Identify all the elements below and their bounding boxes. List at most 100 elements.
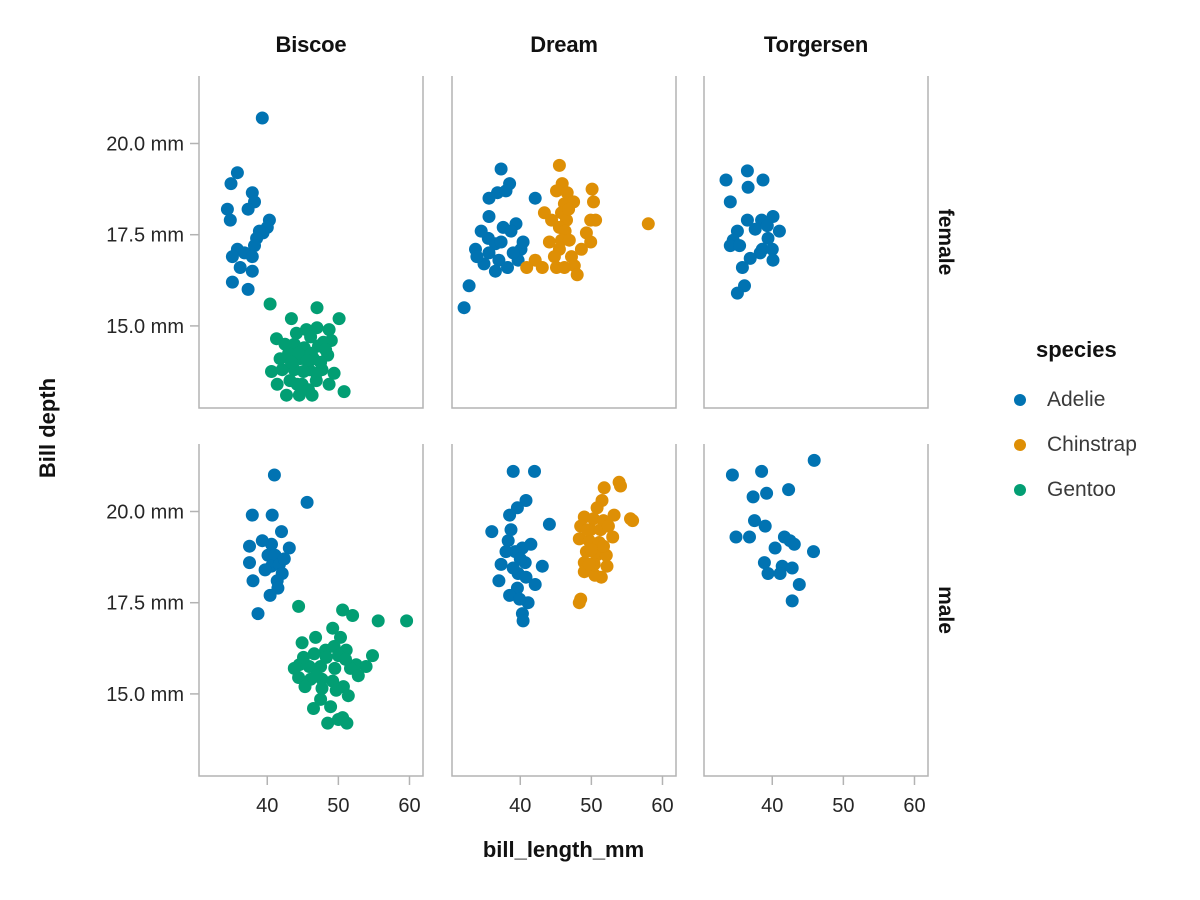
data-point-chinstrap: [589, 213, 603, 227]
data-point-adelie: [528, 578, 542, 591]
data-point-adelie: [494, 162, 508, 176]
data-point-adelie: [772, 224, 786, 238]
data-point-adelie: [528, 464, 541, 478]
data-point-adelie: [499, 545, 513, 559]
legend-label-adelie: Adelie: [1047, 387, 1106, 411]
data-point-adelie: [248, 239, 261, 253]
data-point-gentoo: [278, 337, 292, 351]
data-point-adelie: [462, 279, 476, 293]
data-point-gentoo: [326, 621, 340, 635]
panel-border-biscoe-male: [198, 444, 424, 777]
data-point-gentoo: [304, 330, 318, 344]
data-point-adelie: [457, 301, 471, 315]
data-point-adelie: [506, 561, 520, 575]
legend-label-gentoo: Gentoo: [1047, 477, 1116, 501]
data-point-gentoo: [314, 355, 328, 369]
data-point-adelie: [740, 213, 754, 227]
y-tick-label: 15.0 mm: [106, 316, 184, 338]
data-point-adelie: [787, 537, 801, 551]
legend-title: species: [1036, 337, 1117, 362]
data-point-adelie: [761, 231, 775, 245]
data-point-chinstrap: [560, 186, 574, 200]
data-point-adelie: [513, 592, 527, 606]
data-point-gentoo: [290, 377, 304, 391]
data-point-adelie: [258, 563, 272, 577]
data-point-adelie: [743, 530, 756, 544]
data-point-chinstrap: [572, 596, 586, 610]
data-point-gentoo: [371, 614, 385, 628]
adelie-dot-icon: [1014, 393, 1026, 406]
x-tick-label: 50: [832, 795, 854, 817]
data-point-adelie: [223, 213, 237, 227]
data-point-gentoo: [297, 365, 310, 378]
data-point-adelie: [243, 539, 256, 553]
data-point-adelie: [482, 191, 496, 205]
data-point-gentoo: [359, 660, 373, 673]
data-point-adelie: [492, 574, 506, 588]
data-point-chinstrap: [597, 481, 611, 495]
data-point-adelie: [725, 468, 739, 482]
data-point-adelie: [241, 202, 255, 216]
data-point-adelie: [246, 574, 260, 588]
data-point-adelie: [501, 261, 514, 274]
data-point-adelie: [730, 286, 744, 300]
data-point-adelie: [277, 552, 291, 566]
data-point-adelie: [524, 537, 538, 551]
data-point-adelie: [482, 246, 496, 260]
data-point-adelie: [760, 486, 774, 500]
data-point-adelie: [485, 525, 499, 539]
legend: species Adelie Chinstrap Gentoo: [1014, 337, 1137, 512]
data-point-adelie: [504, 523, 518, 537]
data-point-gentoo: [340, 716, 354, 730]
data-point-gentoo: [351, 669, 365, 683]
data-point-gentoo: [329, 683, 343, 697]
data-point-gentoo: [307, 647, 321, 661]
data-point-adelie: [748, 514, 761, 528]
data-point-adelie: [220, 202, 234, 216]
data-point-adelie: [506, 246, 520, 260]
data-point-gentoo: [319, 343, 333, 357]
data-point-chinstrap: [542, 235, 556, 249]
data-point-chinstrap: [597, 539, 610, 553]
data-point-adelie: [743, 251, 757, 265]
data-point-adelie: [230, 166, 244, 180]
data-point-adelie: [225, 250, 239, 264]
x-tick-label: 60: [903, 795, 925, 817]
y-tick-label: 17.5 mm: [106, 225, 184, 247]
data-point-chinstrap: [574, 242, 588, 256]
data-point-gentoo: [400, 614, 414, 628]
data-point-chinstrap: [587, 195, 600, 209]
data-point-gentoo: [280, 388, 293, 402]
data-point-adelie: [756, 173, 770, 187]
data-point-gentoo: [273, 352, 287, 366]
x-tick-label: 40: [509, 795, 531, 817]
data-point-gentoo: [300, 354, 314, 368]
data-point-chinstrap: [612, 475, 626, 489]
data-point-gentoo: [337, 385, 351, 399]
data-point-chinstrap: [587, 512, 600, 526]
data-point-chinstrap: [562, 233, 576, 247]
data-point-gentoo: [314, 692, 328, 706]
data-point-chinstrap: [601, 519, 615, 533]
x-tick-label: 40: [761, 795, 783, 817]
data-point-adelie: [265, 508, 279, 522]
data-point-adelie: [224, 177, 238, 191]
data-point-gentoo: [310, 301, 324, 315]
data-point-adelie: [255, 534, 269, 548]
data-point-gentoo: [265, 365, 278, 378]
chinstrap-dot-icon: [1014, 438, 1026, 451]
data-point-adelie: [506, 464, 520, 478]
data-point-adelie: [785, 561, 799, 575]
data-point-adelie: [482, 210, 496, 223]
data-point-gentoo: [366, 649, 379, 663]
data-point-chinstrap: [585, 182, 599, 196]
data-point-gentoo: [321, 716, 335, 730]
data-point-adelie: [474, 224, 488, 238]
data-point-chinstrap: [626, 514, 640, 528]
data-point-adelie: [785, 594, 799, 608]
data-point-gentoo: [332, 312, 346, 326]
data-point-adelie: [516, 614, 530, 628]
data-point-adelie: [494, 235, 508, 249]
legend-item-gentoo: Gentoo: [1014, 467, 1137, 512]
